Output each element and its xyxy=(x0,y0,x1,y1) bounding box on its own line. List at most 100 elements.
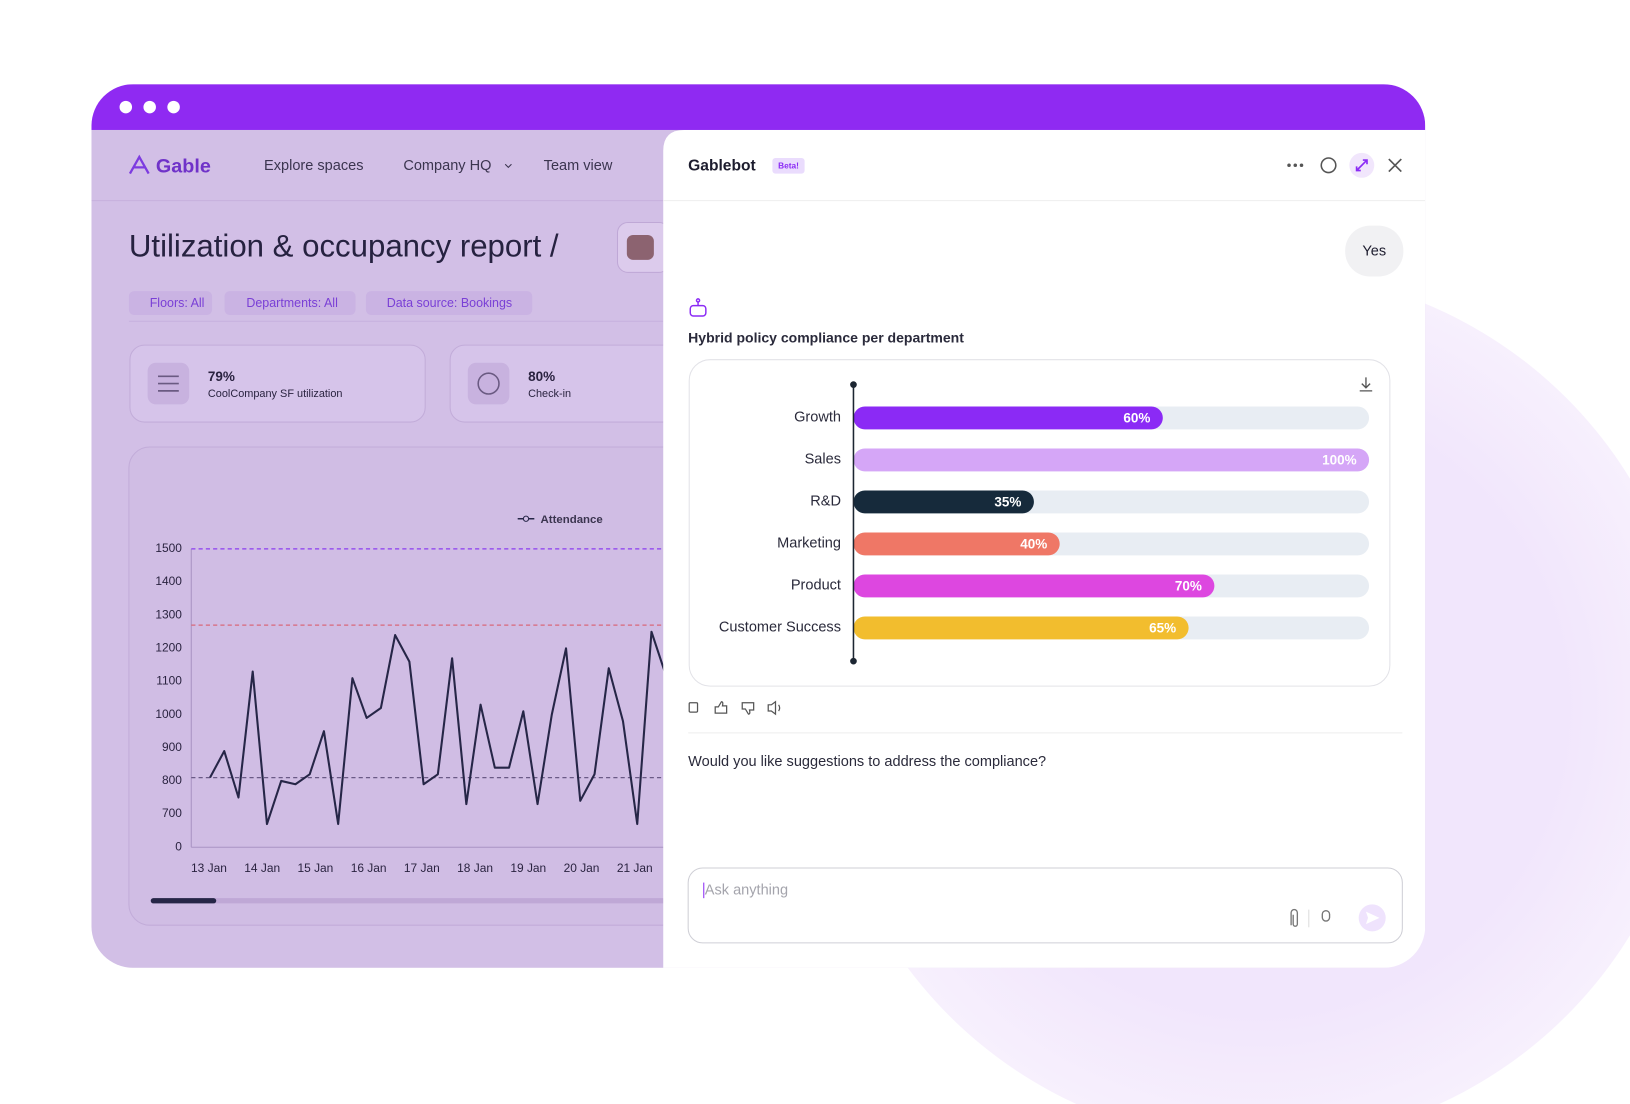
filter-chip[interactable] xyxy=(128,291,213,315)
line-chart: 0 700 800 900 1000 1100 1200 1300 1400 1500 13 Jan… xyxy=(155,541,728,875)
kpi-value: 80% xyxy=(528,369,555,384)
kpi-icon-lines xyxy=(158,375,179,392)
y-tick-label: 0 xyxy=(175,839,182,853)
legend-label: Attendance xyxy=(541,514,603,526)
send-icon xyxy=(1365,911,1380,925)
kpi-icon-check xyxy=(477,372,500,395)
category-label: Marketing xyxy=(777,536,841,552)
filter-chip[interactable] xyxy=(224,291,356,315)
close-icon[interactable] xyxy=(1388,158,1402,173)
nav-link[interactable]: Team view xyxy=(544,158,613,174)
value-label: 100% xyxy=(1322,452,1357,467)
x-tick-label: 18 Jan xyxy=(457,861,493,875)
like-icon[interactable] xyxy=(714,701,728,714)
y-tick-label: 1000 xyxy=(155,707,182,721)
y-tick-label: 900 xyxy=(162,740,182,754)
category-label: Sales xyxy=(805,452,841,468)
x-tick-label: 13 Jan xyxy=(191,861,227,875)
x-tick-label: 14 Jan xyxy=(244,861,280,875)
logo-icon xyxy=(128,154,150,175)
y-tick-label: 1200 xyxy=(155,640,182,654)
page-title: Utilization & occupancy report / xyxy=(129,229,559,264)
attach-icon[interactable] xyxy=(1290,909,1299,927)
y-tick-label: 1400 xyxy=(155,574,182,588)
message-actions xyxy=(688,700,781,716)
speaker-icon[interactable] xyxy=(767,700,781,716)
chat-input[interactable] xyxy=(687,867,1403,944)
x-tick-label: 20 Jan xyxy=(564,861,600,875)
download-icon[interactable] xyxy=(1359,377,1373,392)
bot-icon xyxy=(689,298,707,317)
category-label: R&D xyxy=(810,494,841,510)
filter-label: Departments: All xyxy=(246,296,337,310)
chat-name: Gablebot xyxy=(688,157,756,174)
value-label: 60% xyxy=(1123,411,1150,426)
brand: Gable xyxy=(156,156,211,178)
bar xyxy=(853,448,1370,472)
more-icon[interactable] xyxy=(1287,163,1304,168)
mic-icon[interactable] xyxy=(1321,909,1331,922)
attendance-line xyxy=(209,630,667,826)
bot-message: Would you like suggestions to address th… xyxy=(688,754,1046,770)
category-label: Growth xyxy=(794,410,841,426)
value-label: 35% xyxy=(994,494,1021,509)
bar xyxy=(853,574,1215,598)
bar-chart-card xyxy=(688,359,1391,687)
nav-link[interactable]: Explore spaces xyxy=(264,158,363,174)
category-label: Product xyxy=(791,578,841,594)
x-tick-label: 19 Jan xyxy=(510,861,546,875)
bar xyxy=(853,616,1189,640)
y-tick-label: 700 xyxy=(162,806,182,820)
filter-label: Floors: All xyxy=(150,296,205,310)
kpi-card xyxy=(129,344,426,423)
value-label: 70% xyxy=(1175,578,1202,593)
window-dot xyxy=(119,100,133,114)
kpi-label: CoolCompany SF utilization xyxy=(208,388,343,400)
legend-marker xyxy=(522,515,530,522)
x-tick-label: 16 Jan xyxy=(351,861,387,875)
title-bar xyxy=(91,84,1426,130)
history-icon[interactable] xyxy=(1320,157,1337,174)
nav-link[interactable]: Company HQ xyxy=(403,158,491,174)
filter-label: Data source: Bookings xyxy=(387,296,512,310)
user-message: Yes xyxy=(1362,243,1386,259)
user-bubble xyxy=(1345,225,1404,277)
scroll-thumb[interactable] xyxy=(150,898,217,904)
y-tick-label: 1100 xyxy=(156,674,182,688)
y-tick-label: 1500 xyxy=(155,541,182,555)
kpi-value: 79% xyxy=(208,369,235,384)
window-dot xyxy=(143,100,156,114)
chevron xyxy=(504,163,512,169)
bar xyxy=(853,490,1034,514)
window-dot xyxy=(167,100,180,114)
input-placeholder: Ask anything xyxy=(705,883,788,899)
category-label: Customer Success xyxy=(719,620,841,636)
kpi-label: Check-in xyxy=(528,388,571,400)
axis-end xyxy=(850,657,857,665)
chart-card xyxy=(128,446,712,926)
x-tick-label: 17 Jan xyxy=(404,861,440,875)
bar xyxy=(853,406,1163,430)
bar xyxy=(853,532,1060,556)
x-tick-label: 21 Jan xyxy=(617,861,653,875)
bar-chart-title: Hybrid policy compliance per department xyxy=(688,330,964,346)
avatar xyxy=(626,234,654,260)
x-tick-label: 15 Jan xyxy=(297,861,333,875)
expand-icon xyxy=(1355,159,1368,172)
dislike-icon[interactable] xyxy=(741,702,755,715)
kpi-icon xyxy=(467,362,510,405)
beta-label: Beta! xyxy=(778,161,799,171)
window: Gable Explore spaces Company HQ Team vie… xyxy=(91,84,1426,968)
copy-icon[interactable] xyxy=(688,702,699,713)
beta-badge xyxy=(772,158,805,174)
bar-chart: Growth 60% Sales 100% R&D 35% Marketing 40% Prod… xyxy=(719,381,1370,665)
value-label: 40% xyxy=(1020,536,1047,551)
axis-end xyxy=(850,381,857,388)
filter-chip[interactable] xyxy=(365,291,533,315)
scroll-track xyxy=(150,898,671,904)
y-tick-label: 1300 xyxy=(155,607,182,621)
y-tick-label: 800 xyxy=(162,773,182,787)
value-label: 65% xyxy=(1149,620,1176,635)
